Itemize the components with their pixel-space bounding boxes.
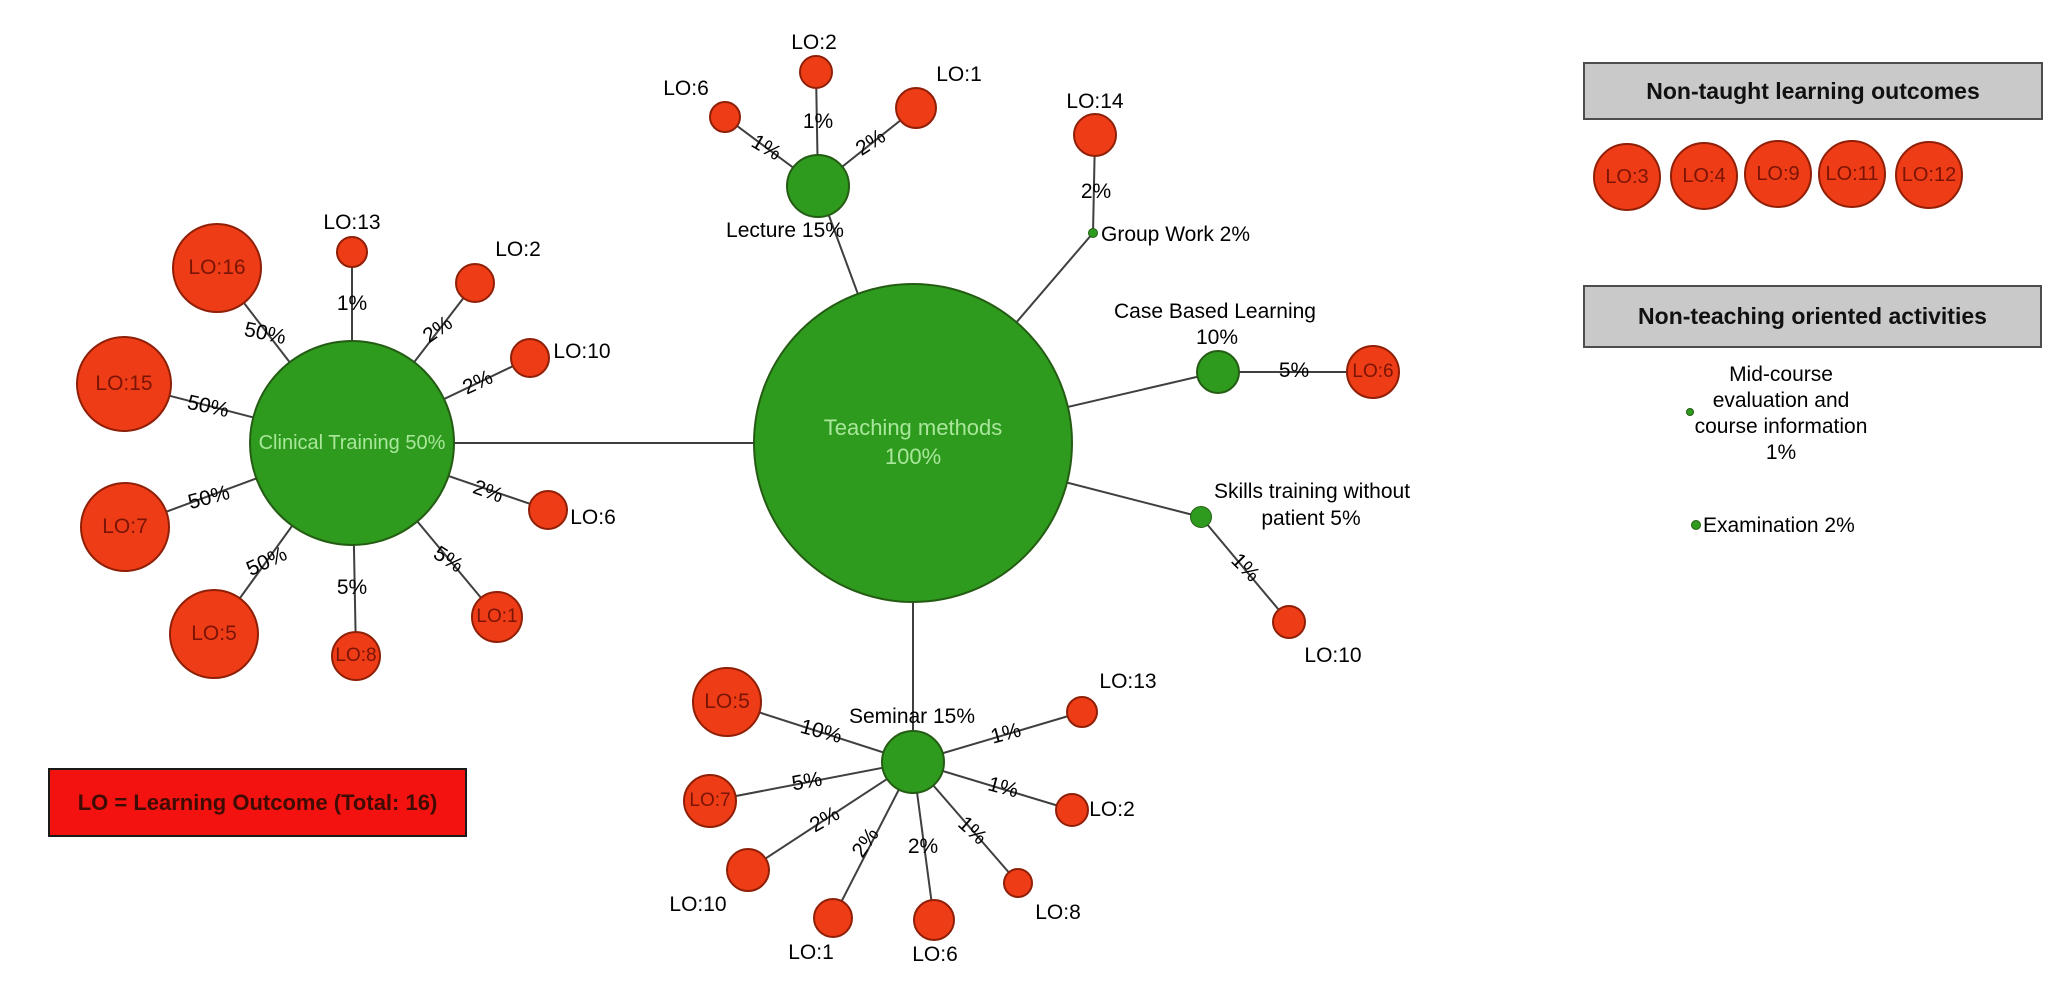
skills-lo10-label: LO:10 (1304, 644, 1362, 667)
clinical-lo13-label: LO:13 (323, 211, 381, 234)
lo-legend-text: LO = Learning Outcome (Total: 16) (77, 789, 438, 815)
node-clinical-lo6 (528, 490, 568, 530)
clinical-lo8-label: LO:8 (335, 645, 377, 666)
node-seminar-lo5: LO:5 (692, 667, 762, 737)
node-seminar-lo1 (813, 898, 853, 938)
node-clinical-lo8: LO:8 (331, 631, 381, 681)
non-taught-panel: Non-taught learning outcomes (1583, 62, 2043, 120)
seminar-lo10-label: LO:10 (669, 893, 727, 916)
edge-pct-clinical-lo8: 5% (336, 576, 368, 599)
edge-pct-casebased-lo6: 5% (1278, 359, 1310, 382)
edge-seminar-lo7 (709, 761, 914, 802)
clinical-lo5-label: LO:5 (191, 622, 237, 645)
node-seminar (881, 730, 945, 794)
edge-seminar-lo10 (747, 761, 914, 871)
group-work-label: Group Work 2% (1101, 223, 1250, 246)
seminar-lo1-label: LO:1 (788, 941, 834, 964)
node-seminar-lo7: LO:7 (683, 774, 737, 828)
clinical-lo7-label: LO:7 (102, 515, 148, 538)
groupwork-lo14-label: LO:14 (1066, 90, 1124, 113)
skills-label-line2: patient 5% (1261, 507, 1361, 530)
node-examination (1691, 520, 1701, 530)
node-group-work (1088, 228, 1098, 238)
node-seminar-lo6 (913, 899, 955, 941)
non-teaching-panel: Non-teaching oriented activities (1583, 285, 2042, 348)
node-lecture (786, 154, 850, 218)
seminar-lo2-label: LO:2 (1089, 798, 1135, 821)
node-clinical-lo7: LO:7 (80, 482, 170, 572)
node-clinical-lo2 (455, 263, 495, 303)
node-lecture-lo2 (799, 55, 833, 89)
casebased-lo6-label: LO:6 (1352, 361, 1394, 382)
edge-skills-lo10 (1200, 516, 1290, 623)
node-seminar-lo8 (1003, 868, 1033, 898)
seminar-lo5-label: LO:5 (704, 690, 750, 713)
non-teaching-title: Non-teaching oriented activities (1638, 303, 1987, 329)
node-clinical-lo15: LO:15 (76, 336, 172, 432)
edge-pct-groupwork-lo14: 2% (1080, 180, 1112, 203)
seminar-label: Seminar 15% (848, 705, 976, 728)
node-clinical-training: Clinical Training 50% (249, 340, 455, 546)
edge-pct-lecture-lo2: 1% (802, 110, 834, 133)
node-clinical-lo1: LO:1 (471, 591, 523, 643)
lecture-lo1-label: LO:1 (936, 63, 982, 86)
node-clinical-lo13 (336, 236, 368, 268)
clinical-lo16-label: LO:16 (188, 256, 246, 279)
seminar-lo6-label: LO:6 (912, 943, 958, 966)
nontaught-lo12-label: LO:12 (1901, 163, 1957, 186)
lo-legend-box: LO = Learning Outcome (Total: 16) (48, 768, 467, 837)
clinical-lo10-label: LO:10 (553, 340, 611, 363)
clinical-training-label: Clinical Training 50% (258, 432, 446, 454)
node-clinical-lo10 (510, 338, 550, 378)
node-skills-lo10 (1272, 605, 1306, 639)
node-teaching-methods: Teaching methods 100% (753, 283, 1073, 603)
midcourse-evaluation-label: Mid-course evaluation and course informa… (1694, 363, 1868, 464)
node-seminar-lo2 (1055, 793, 1089, 827)
clinical-lo15-label: LO:15 (95, 372, 153, 395)
seminar-lo8-label: LO:8 (1035, 901, 1081, 924)
edge-pct-seminar-lo6: 2% (907, 835, 939, 858)
node-seminar-lo13 (1066, 696, 1098, 728)
nontaught-lo3-label: LO:3 (1605, 165, 1649, 188)
skills-label-line1: Skills training without (1213, 480, 1411, 503)
node-clinical-lo16: LO:16 (172, 223, 262, 313)
node-clinical-lo5: LO:5 (169, 589, 259, 679)
seminar-lo13-label: LO:13 (1099, 670, 1157, 693)
lecture-lo2-label: LO:2 (791, 31, 837, 54)
non-taught-title: Non-taught learning outcomes (1646, 77, 1980, 104)
examination-label: Examination 2% (1703, 514, 1855, 537)
node-nontaught-lo9: LO:9 (1744, 140, 1812, 208)
seminar-lo7-label: LO:7 (689, 790, 731, 811)
node-seminar-lo10 (726, 848, 770, 892)
node-nontaught-lo12: LO:12 (1895, 141, 1963, 209)
node-case-based-learning (1196, 350, 1240, 394)
nontaught-lo4-label: LO:4 (1682, 164, 1726, 187)
node-nontaught-lo4: LO:4 (1670, 142, 1738, 210)
edge-pct-clinical-lo13: 1% (336, 292, 368, 315)
lecture-lo6-label: LO:6 (663, 77, 709, 100)
node-nontaught-lo11: LO:11 (1818, 140, 1886, 208)
teaching-methods-label: Teaching methods 100% (823, 415, 1003, 469)
clinical-lo6-label: LO:6 (570, 506, 616, 529)
nontaught-lo11-label: LO:11 (1825, 162, 1879, 185)
nontaught-lo9-label: LO:9 (1756, 162, 1800, 185)
node-midcourse-evaluation (1686, 408, 1694, 416)
node-groupwork-lo14 (1073, 113, 1117, 157)
case-based-title: Case Based Learning (1114, 300, 1316, 323)
node-casebased-lo6: LO:6 (1346, 345, 1400, 399)
node-nontaught-lo3: LO:3 (1593, 143, 1661, 211)
node-skills-training (1190, 506, 1212, 528)
node-lecture-lo1 (895, 87, 937, 129)
clinical-lo2-label: LO:2 (495, 238, 541, 261)
node-lecture-lo6 (709, 101, 741, 133)
case-based-pct: 10% (1195, 326, 1239, 349)
lecture-label: Lecture 15% (726, 219, 844, 242)
clinical-lo1-label: LO:1 (476, 606, 518, 627)
